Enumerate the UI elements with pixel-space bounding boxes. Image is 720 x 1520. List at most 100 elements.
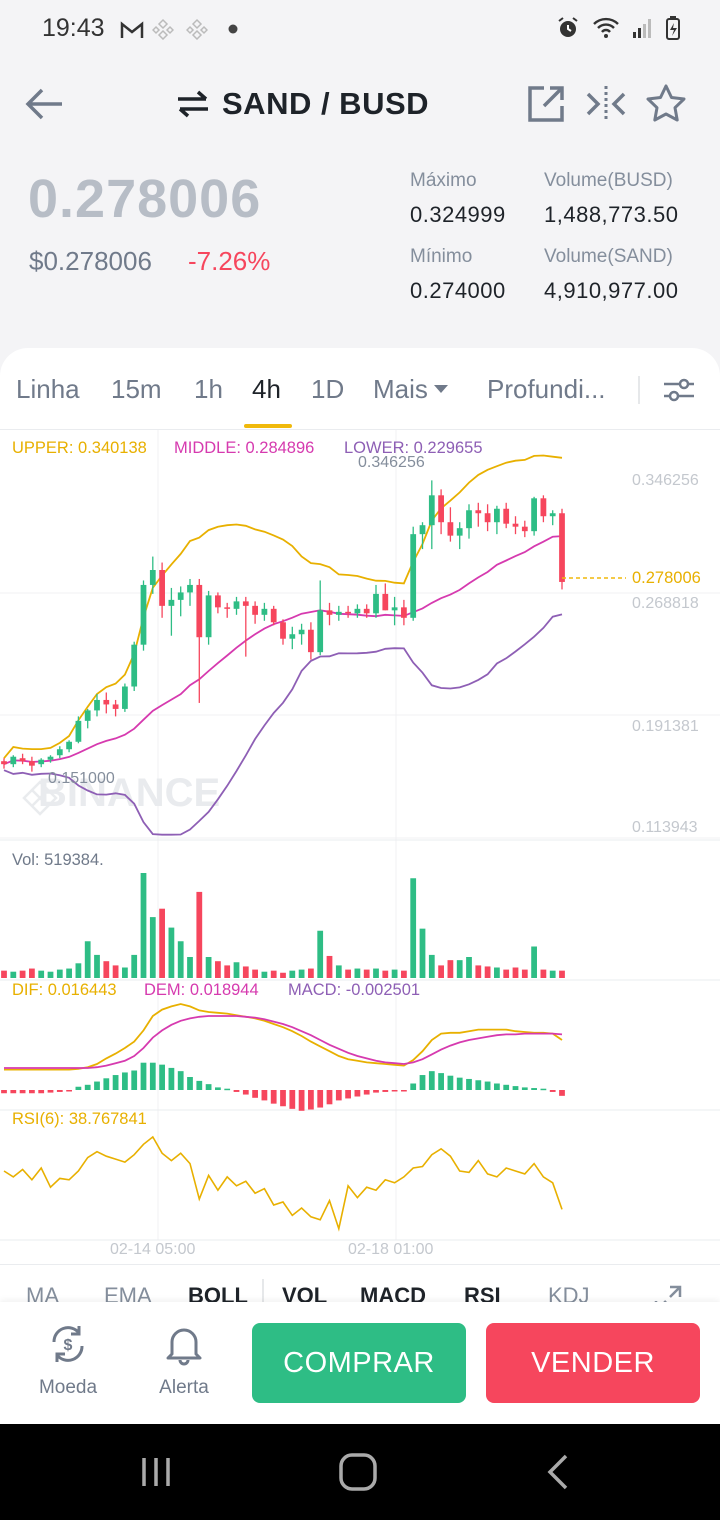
external-link-icon[interactable] [524,82,568,126]
pair-title[interactable]: SAND / BUSD [176,86,429,122]
candle-body [122,686,128,709]
macd-histogram-bar [335,1090,342,1101]
coin-label: Moeda [38,1377,98,1398]
candle-body [233,601,240,609]
coin-button[interactable]: $ Moeda [23,1322,113,1399]
volume-bar [326,955,333,978]
back-arrow-icon[interactable] [22,82,66,126]
nav-back-icon[interactable] [540,1452,576,1492]
rsi-line [3,1135,563,1232]
alert-button[interactable]: Alerta [139,1322,229,1399]
indicator-tab-ema[interactable]: EMA [104,1283,152,1302]
recent-apps-icon[interactable] [136,1454,176,1490]
low-label: Mínimo [410,246,473,267]
tab-1d[interactable]: 1D [311,374,345,404]
currency-exchange-icon: $ [52,1326,84,1362]
volume-bar [289,970,296,978]
volume-bar [317,930,324,978]
candle-body [75,720,82,742]
current-price-tag: 0.278006 [632,569,701,587]
battery-icon [666,16,680,40]
price-change: -7.26% [188,246,271,276]
volume-bar [29,968,35,978]
macd-histogram-bar [559,1090,565,1096]
macd-histogram-bar [382,1090,389,1092]
candle-body [38,759,45,765]
volume-bar [112,965,119,978]
last-price: 0.278006 [28,169,262,229]
indicator-tab-rsi[interactable]: RSI [464,1283,501,1302]
indicator-tab-vol[interactable]: VOL [282,1283,328,1302]
candle-body [149,570,156,585]
candle-body [317,610,324,653]
home-icon[interactable] [336,1450,380,1494]
macd-histogram-bar [270,1090,277,1104]
indicator-tab-ma[interactable]: MA [26,1283,59,1302]
macd-histogram-bar [484,1081,491,1090]
sell-button[interactable]: VENDER [486,1323,700,1403]
candle-body [326,610,333,615]
compare-icon[interactable] [584,82,628,126]
indicator-tab-kdj[interactable]: KDJ [548,1283,590,1302]
candle-body [512,523,519,527]
volume-busd-value: 1,488,773.50 [544,202,679,227]
svg-text:$: $ [64,1337,73,1354]
candle-body [252,605,258,615]
candle-body [466,510,472,529]
binance-logo-icon [22,780,58,816]
volume-bar [401,970,407,978]
volume-bar [94,954,100,978]
candle-body [549,513,556,517]
candlestick-chart[interactable]: BINANCE [0,430,720,1264]
macd-histogram-bar [103,1078,110,1090]
macd-histogram-bar [531,1088,537,1090]
favorite-star-icon[interactable] [644,82,688,126]
volume-bar [159,908,165,978]
chart-panel: Linha 15m 1h 4h 1D Mais Profundi... BINA… [0,348,720,1424]
volume-bar [1,970,7,978]
volume-bar [131,954,138,978]
macd-histogram-bar [242,1090,249,1095]
candle-body [484,513,491,523]
volume-bar [494,967,500,978]
candle-body [168,599,175,606]
price-axis-3: 0.191381 [632,718,699,735]
macd-histogram-bar [317,1090,324,1108]
macd-dif-line [4,1003,563,1071]
volume-bar [103,961,110,978]
status-time: 19:43 [42,14,105,42]
more-notifications-icon [228,24,238,34]
candle-body [373,593,379,614]
candle-body [363,608,370,614]
volume-bar [149,917,156,978]
tab-4h[interactable]: 4h [252,374,281,404]
tab-more[interactable]: Mais [373,374,449,405]
tab-divider [638,376,640,404]
volume-bar [531,946,537,978]
volume-bar [280,972,286,978]
tab-line[interactable]: Linha [16,374,80,404]
indicator-tab-boll[interactable]: BOLL [188,1283,248,1302]
volume-bar [19,970,26,978]
candle-body [382,593,389,611]
buy-button[interactable]: COMPRAR [252,1323,466,1403]
macd-dif-label: DIF: 0.016443 [12,981,117,999]
tab-depth[interactable]: Profundi... [487,374,606,404]
tab-15m[interactable]: 15m [111,374,162,404]
price-axis-2: 0.268818 [632,595,699,612]
macd-histogram-bar [224,1088,231,1091]
expand-icon[interactable] [652,1283,684,1302]
volume-bar [521,969,528,978]
volume-bar [466,957,472,978]
macd-histogram-bar [298,1090,305,1111]
macd-histogram-bar [112,1075,119,1090]
macd-histogram-bar [10,1090,17,1094]
volume-bar [354,968,361,978]
tab-1h[interactable]: 1h [194,374,223,404]
volume-bar [428,954,435,978]
indicator-tab-macd[interactable]: MACD [360,1283,426,1302]
chart-settings-icon[interactable] [662,376,696,404]
macd-histogram-bar [177,1071,184,1090]
candle-body [224,607,231,609]
candle-body [540,498,547,517]
